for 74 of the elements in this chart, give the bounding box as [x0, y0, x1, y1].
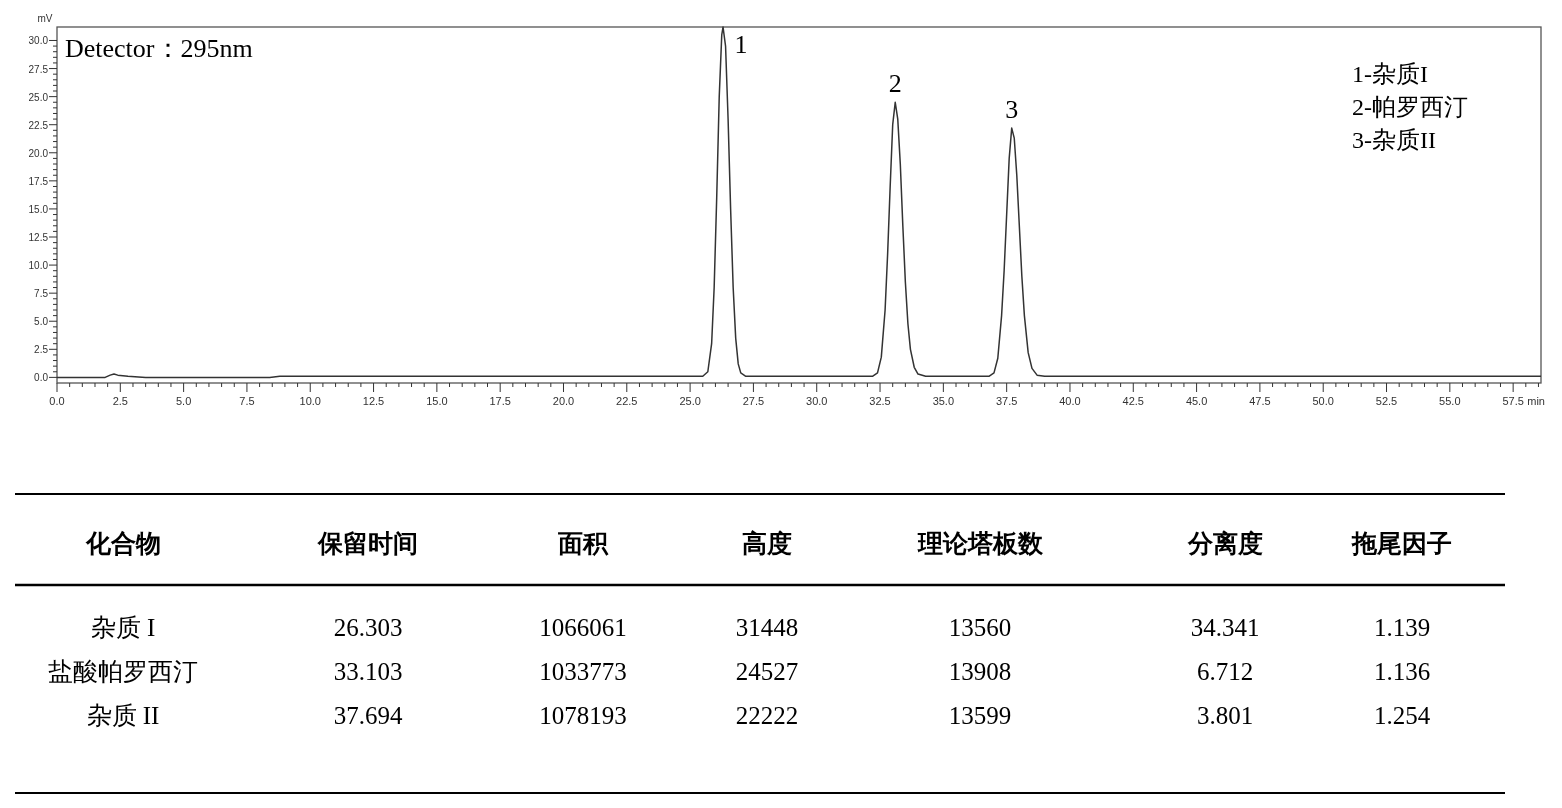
text: 1078193 — [539, 702, 627, 729]
annotation: 1 — [734, 30, 748, 59]
x-tick-label: 40.0 — [1059, 395, 1081, 407]
x-tick-label: 25.0 — [679, 395, 701, 407]
x-tick-label: 35.0 — [932, 395, 955, 407]
text: 33.103 — [333, 658, 403, 685]
text: 3.801 — [1196, 702, 1254, 729]
x-tick-label: 2.5 — [112, 395, 128, 407]
category-label: 保留时间 — [317, 529, 418, 557]
x-tick-label: 0.0 — [49, 395, 65, 407]
annotation: 3 — [1005, 95, 1019, 125]
text: 31448 — [735, 614, 799, 641]
text: 6.712 — [1196, 658, 1254, 685]
text: 杂质 I — [90, 614, 156, 641]
y-tick-label: 27.5 — [28, 63, 49, 75]
x-tick-label: 27.5 — [742, 395, 765, 407]
category-label: 拖尾因子 — [1351, 529, 1452, 557]
y-tick-label: 12.5 — [28, 232, 49, 244]
text: 24527 — [735, 658, 799, 685]
x-tick-label: 52.5 — [1375, 395, 1398, 407]
x-tick-label: 5.0 — [175, 395, 192, 407]
text: 13599 — [948, 702, 1012, 729]
text: 1066061 — [539, 614, 627, 641]
x-tick-label: 47.5 — [1249, 395, 1271, 407]
x-tick-label: 20.0 — [552, 395, 575, 407]
category-label: 面积 — [557, 529, 609, 557]
x-tick-label: 12.5 — [362, 395, 385, 407]
text: 37.694 — [333, 702, 403, 729]
y-tick-label: 2.5 — [34, 344, 49, 356]
annotation: 3-杂质II — [1352, 127, 1436, 153]
x-tick-label: 32.5 — [869, 395, 891, 407]
category-label: 高度 — [742, 529, 792, 557]
x-tick-label: 30.0 — [806, 395, 828, 407]
x-tick-label: 55.0 — [1439, 395, 1461, 407]
y-tick-label: 20.0 — [28, 147, 49, 159]
category-label: 分离度 — [1186, 529, 1263, 557]
y-tick-label: 7.5 — [34, 288, 49, 300]
text: 26.303 — [333, 614, 403, 641]
text: 1.254 — [1373, 702, 1431, 729]
text: 1.139 — [1373, 614, 1431, 641]
text: 22222 — [735, 702, 799, 729]
category-label: 理论塔板数 — [916, 529, 1044, 557]
text: 34.341 — [1190, 614, 1260, 641]
y-tick-label: 30.0 — [28, 35, 49, 47]
y-tick-label: 10.0 — [28, 260, 49, 272]
x-tick-label: 57.5 — [1502, 395, 1524, 407]
x-axis-title: min — [1527, 395, 1545, 407]
x-tick-label: 22.5 — [616, 395, 638, 407]
y-tick-label: 17.5 — [28, 175, 49, 187]
x-tick-label: 17.5 — [489, 395, 511, 407]
y-axis-title: mV — [37, 13, 53, 24]
text: 杂质 II — [86, 702, 160, 729]
y-tick-label: 25.0 — [28, 91, 49, 103]
text: 1.136 — [1373, 658, 1431, 685]
annotation: 2-帕罗西汀 — [1352, 94, 1468, 120]
annotation: 1-杂质I — [1352, 61, 1428, 87]
x-tick-label: 37.5 — [995, 395, 1018, 407]
x-tick-label: 42.5 — [1122, 395, 1144, 407]
x-tick-label: 10.0 — [299, 395, 321, 407]
y-tick-label: 22.5 — [28, 119, 49, 131]
y-tick-label: 0.0 — [34, 372, 49, 384]
text: 盐酸帕罗西汀 — [48, 658, 198, 685]
x-tick-label: 50.0 — [1312, 395, 1334, 407]
x-tick-label: 45.0 — [1185, 395, 1208, 407]
x-tick-label: 15.0 — [426, 395, 448, 407]
y-tick-label: 15.0 — [28, 203, 49, 215]
text: 13560 — [948, 614, 1012, 641]
text: 1033773 — [539, 658, 627, 685]
text: 13908 — [948, 658, 1012, 685]
x-tick-label: 7.5 — [239, 395, 255, 407]
annotation: Detector：295nm — [65, 34, 253, 63]
y-tick-label: 5.0 — [34, 316, 49, 328]
annotation: 2 — [888, 69, 902, 99]
category-label: 化合物 — [84, 529, 161, 557]
